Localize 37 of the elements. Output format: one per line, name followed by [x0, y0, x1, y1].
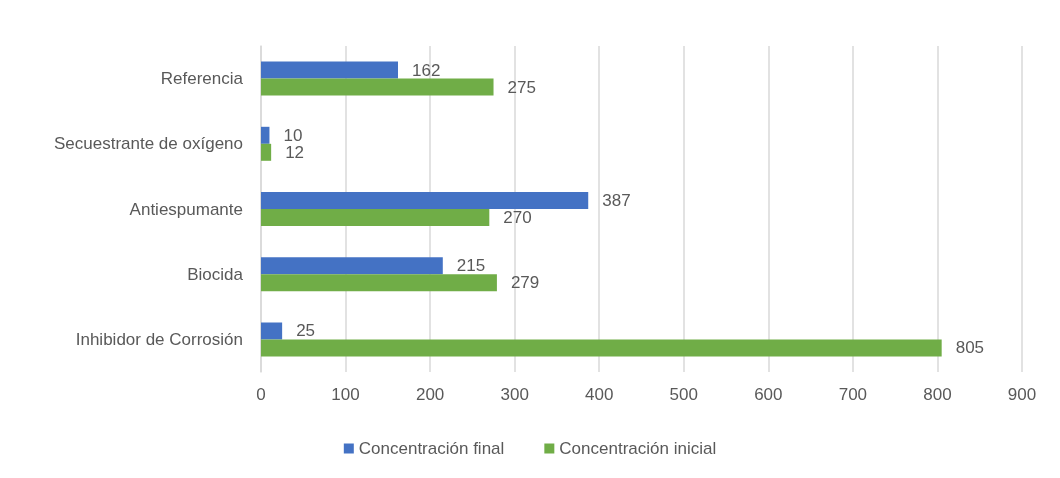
- legend-label: Concentración inicial: [559, 439, 717, 458]
- data-label: 387: [602, 191, 631, 210]
- y-tick-label: Inhibidor de Corrosión: [75, 329, 243, 349]
- data-label: 25: [296, 321, 316, 341]
- bar: [261, 126, 270, 144]
- data-label: 12: [285, 142, 305, 162]
- x-tick-label: 900: [1007, 385, 1037, 404]
- y-tick-label: Antiespumante: [129, 199, 243, 219]
- x-tick-label: 200: [415, 385, 445, 404]
- legend-label: Concentración final: [358, 439, 505, 458]
- x-tick-label: 600: [754, 385, 783, 404]
- bar: [261, 322, 283, 340]
- bar: [261, 274, 497, 292]
- bar: [261, 78, 494, 96]
- data-label: 270: [503, 208, 532, 227]
- data-label: 279: [510, 273, 540, 293]
- x-tick-label: 100: [331, 385, 360, 404]
- x-tick-label: 300: [500, 385, 529, 404]
- y-tick-label: Biocida: [187, 264, 244, 284]
- data-label: 215: [456, 256, 486, 276]
- x-tick-label: 700: [838, 385, 868, 404]
- data-label: 805: [955, 338, 985, 358]
- bar: [261, 61, 398, 79]
- bar: [261, 192, 589, 209]
- x-tick-label: 500: [669, 385, 698, 404]
- bar: [261, 339, 942, 357]
- data-label: 275: [507, 77, 536, 97]
- data-label: 162: [411, 60, 441, 80]
- bar: [261, 143, 272, 161]
- y-tick-label: Referencia: [160, 69, 244, 89]
- bar: [261, 209, 490, 226]
- y-tick-label: Secuestrante de oxígeno: [53, 134, 243, 154]
- x-tick-label: 400: [585, 385, 614, 404]
- x-tick-label: 0: [256, 385, 266, 404]
- x-tick-label: 800: [923, 385, 952, 404]
- data-label: 10: [283, 125, 303, 145]
- bar: [261, 257, 443, 275]
